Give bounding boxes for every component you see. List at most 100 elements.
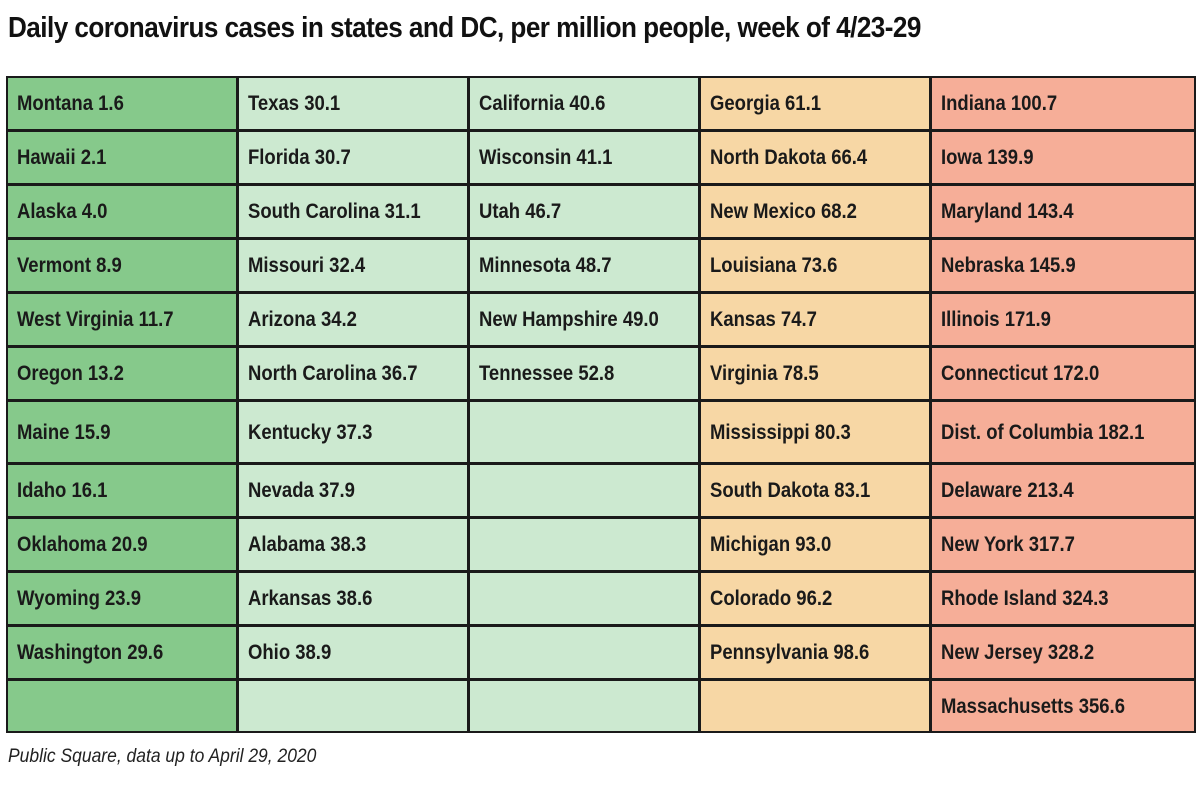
cell-label: Nevada 37.9 [248, 478, 355, 502]
cell-label: New York 317.7 [941, 532, 1075, 556]
table-cell: Utah 46.7 [470, 186, 698, 240]
table-cell: Mississippi 80.3 [701, 402, 929, 465]
cell-label: Oklahoma 20.9 [17, 532, 148, 556]
table-cell: Oregon 13.2 [8, 348, 236, 402]
cell-label: Texas 30.1 [248, 91, 341, 115]
table-cell: Florida 30.7 [239, 132, 467, 186]
cell-label: Pennsylvania 98.6 [710, 640, 870, 664]
table-cell: West Virginia 11.7 [8, 294, 236, 348]
cell-label: Iowa 139.9 [941, 145, 1034, 169]
cell-label: California 40.6 [479, 91, 606, 115]
table-cell: Hawaii 2.1 [8, 132, 236, 186]
cell-label: Vermont 8.9 [17, 253, 122, 277]
cell-label: Massachusetts 356.6 [941, 693, 1125, 718]
cell-label: Arizona 34.2 [248, 307, 357, 331]
table-cell: Arkansas 38.6 [239, 573, 467, 627]
cell-label: South Dakota 83.1 [710, 478, 871, 502]
cell-label: Maine 15.9 [17, 419, 111, 444]
cell-label: Tennessee 52.8 [479, 361, 615, 385]
cell-label: Dist. of Columbia 182.1 [941, 419, 1145, 444]
cell-label: Idaho 16.1 [17, 478, 108, 502]
table-column-1: Montana 1.6 Hawaii 2.1 Alaska 4.0 Vermont 8… [8, 78, 239, 731]
cell-label: Wyoming 23.9 [17, 586, 141, 610]
cell-label: Kentucky 37.3 [248, 419, 373, 444]
cell-label: Delaware 213.4 [941, 478, 1074, 502]
table-cell: New Jersey 328.2 [932, 627, 1194, 681]
table-cell: Texas 30.1 [239, 78, 467, 132]
cell-label: Washington 29.6 [17, 640, 164, 664]
table-cell: Kentucky 37.3 [239, 402, 467, 465]
table-cell: Rhode Island 324.3 [932, 573, 1194, 627]
empty-cell [701, 681, 929, 731]
table-cell: Missouri 32.4 [239, 240, 467, 294]
table-cell: California 40.6 [470, 78, 698, 132]
table-cell: Colorado 96.2 [701, 573, 929, 627]
table-cell: Montana 1.6 [8, 78, 236, 132]
cell-label: Ohio 38.9 [248, 640, 332, 664]
table-cell: Arizona 34.2 [239, 294, 467, 348]
empty-cell [470, 573, 698, 627]
cell-label: Georgia 61.1 [710, 91, 822, 115]
empty-cell [470, 402, 698, 465]
cell-label: Louisiana 73.6 [710, 253, 838, 277]
empty-cell [470, 681, 698, 731]
cell-label: Florida 30.7 [248, 145, 351, 169]
chart-title: Daily coronavirus cases in states and DC… [8, 12, 921, 44]
table-cell: New Mexico 68.2 [701, 186, 929, 240]
table-column-5: Indiana 100.7 Iowa 139.9 Maryland 143.4 Neb… [932, 78, 1194, 731]
cell-label: New Mexico 68.2 [710, 199, 857, 223]
table-cell: Virginia 78.5 [701, 348, 929, 402]
cell-label: Utah 46.7 [479, 199, 562, 223]
empty-cell [8, 681, 236, 731]
table-cell: Delaware 213.4 [932, 465, 1194, 519]
table-cell: Louisiana 73.6 [701, 240, 929, 294]
source-note: Public Square, data up to April 29, 2020 [8, 746, 317, 767]
table-cell: South Dakota 83.1 [701, 465, 929, 519]
table-cell: Maryland 143.4 [932, 186, 1194, 240]
cell-label: North Carolina 36.7 [248, 361, 418, 385]
table-cell: North Dakota 66.4 [701, 132, 929, 186]
table-cell: Idaho 16.1 [8, 465, 236, 519]
table-cell: Vermont 8.9 [8, 240, 236, 294]
table-cell: Nevada 37.9 [239, 465, 467, 519]
table-cell: Iowa 139.9 [932, 132, 1194, 186]
empty-cell [470, 465, 698, 519]
cell-label: Montana 1.6 [17, 91, 124, 115]
cell-label: Rhode Island 324.3 [941, 586, 1109, 610]
table-cell: Alaska 4.0 [8, 186, 236, 240]
cell-label: Nebraska 145.9 [941, 253, 1076, 277]
table-cell: Nebraska 145.9 [932, 240, 1194, 294]
cell-label: South Carolina 31.1 [248, 199, 421, 223]
table-column-2: Texas 30.1 Florida 30.7 South Carolina 31.… [239, 78, 470, 731]
cell-label: Missouri 32.4 [248, 253, 366, 277]
table-cell: Washington 29.6 [8, 627, 236, 681]
cell-label: New Jersey 328.2 [941, 640, 1095, 664]
table-cell: Indiana 100.7 [932, 78, 1194, 132]
table-cell: Kansas 74.7 [701, 294, 929, 348]
cell-label: West Virginia 11.7 [17, 307, 174, 331]
state-table: Montana 1.6 Hawaii 2.1 Alaska 4.0 Vermont 8… [6, 76, 1196, 733]
cell-label: Kansas 74.7 [710, 307, 817, 331]
table-cell: Oklahoma 20.9 [8, 519, 236, 573]
cell-label: Wisconsin 41.1 [479, 145, 613, 169]
cell-label: Oregon 13.2 [17, 361, 124, 385]
cell-label: Maryland 143.4 [941, 199, 1074, 223]
cell-label: Mississippi 80.3 [710, 419, 851, 444]
table-cell: Alabama 38.3 [239, 519, 467, 573]
cell-label: Alabama 38.3 [248, 532, 367, 556]
table-cell: South Carolina 31.1 [239, 186, 467, 240]
table-cell: Georgia 61.1 [701, 78, 929, 132]
table-cell: Massachusetts 356.6 [932, 681, 1194, 731]
table-cell: New Hampshire 49.0 [470, 294, 698, 348]
table-cell: North Carolina 36.7 [239, 348, 467, 402]
cell-label: North Dakota 66.4 [710, 145, 868, 169]
table-cell: Minnesota 48.7 [470, 240, 698, 294]
cell-label: Minnesota 48.7 [479, 253, 612, 277]
table-cell: New York 317.7 [932, 519, 1194, 573]
cell-label: Connecticut 172.0 [941, 361, 1100, 385]
cell-label: Hawaii 2.1 [17, 145, 107, 169]
cell-label: Michigan 93.0 [710, 532, 832, 556]
empty-cell [470, 627, 698, 681]
table-column-3: California 40.6 Wisconsin 41.1 Utah 46.7 Mi… [470, 78, 701, 731]
cell-label: New Hampshire 49.0 [479, 307, 659, 331]
